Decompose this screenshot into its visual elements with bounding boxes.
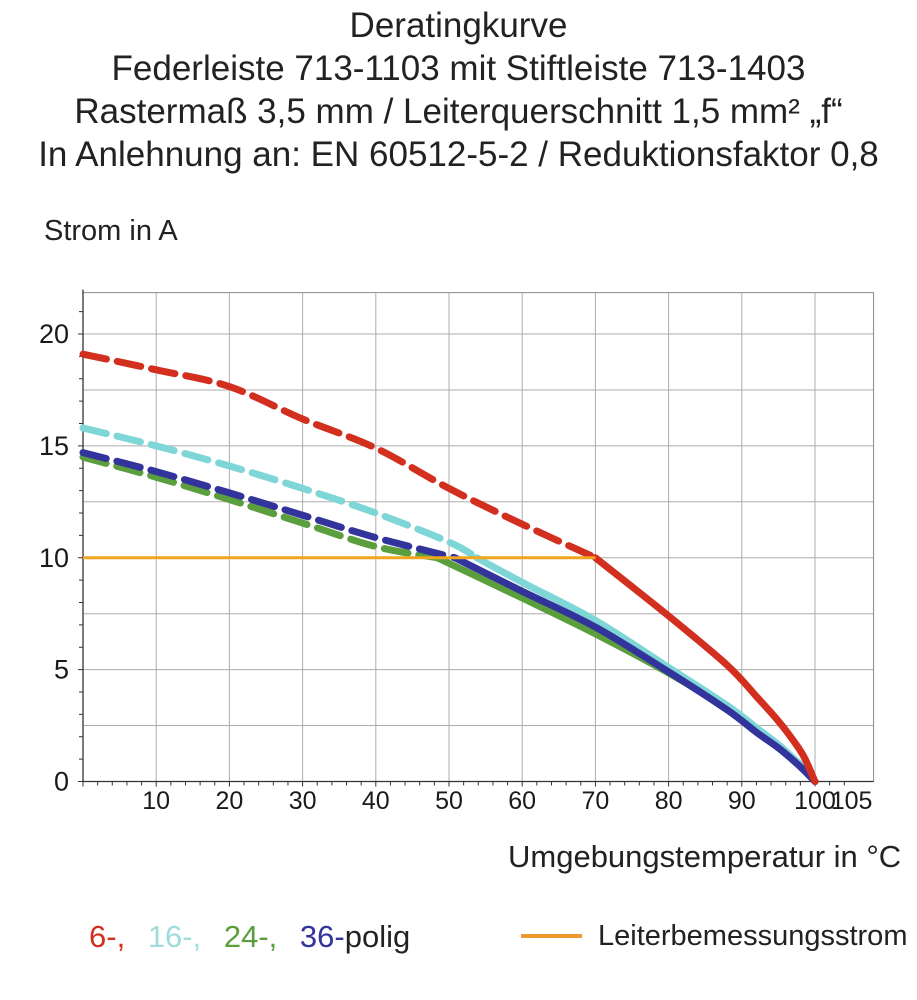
svg-text:15: 15 bbox=[39, 431, 69, 461]
svg-text:80: 80 bbox=[655, 787, 683, 815]
svg-text:10: 10 bbox=[39, 543, 69, 573]
svg-text:90: 90 bbox=[728, 787, 756, 815]
svg-text:10: 10 bbox=[142, 787, 170, 815]
svg-text:105: 105 bbox=[831, 787, 873, 815]
svg-text:20: 20 bbox=[39, 319, 69, 349]
svg-text:30: 30 bbox=[289, 787, 317, 815]
svg-text:100: 100 bbox=[794, 787, 836, 815]
svg-text:50: 50 bbox=[435, 787, 463, 815]
svg-text:40: 40 bbox=[362, 787, 390, 815]
svg-text:5: 5 bbox=[54, 655, 69, 685]
svg-text:70: 70 bbox=[581, 787, 609, 815]
svg-text:20: 20 bbox=[215, 787, 243, 815]
svg-text:0: 0 bbox=[54, 767, 69, 797]
svg-text:60: 60 bbox=[508, 787, 536, 815]
